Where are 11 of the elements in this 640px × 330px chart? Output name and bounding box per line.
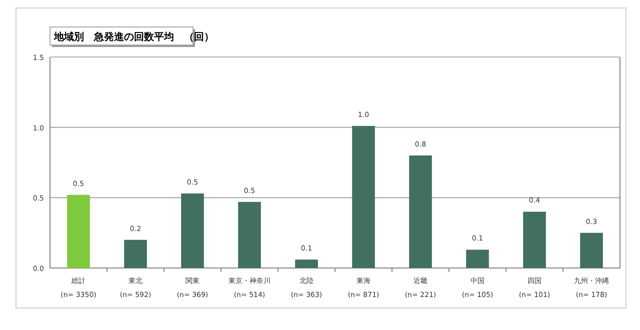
bar — [295, 260, 318, 268]
bar — [580, 232, 603, 268]
bar — [181, 193, 204, 268]
bar — [238, 202, 261, 268]
bar — [409, 155, 432, 268]
bar — [466, 250, 489, 268]
bar — [523, 212, 546, 268]
bar — [124, 240, 147, 268]
chart-title: 地域別 急発進の回数平均 （回） — [53, 31, 214, 43]
bar — [67, 194, 90, 268]
bar — [352, 126, 375, 268]
